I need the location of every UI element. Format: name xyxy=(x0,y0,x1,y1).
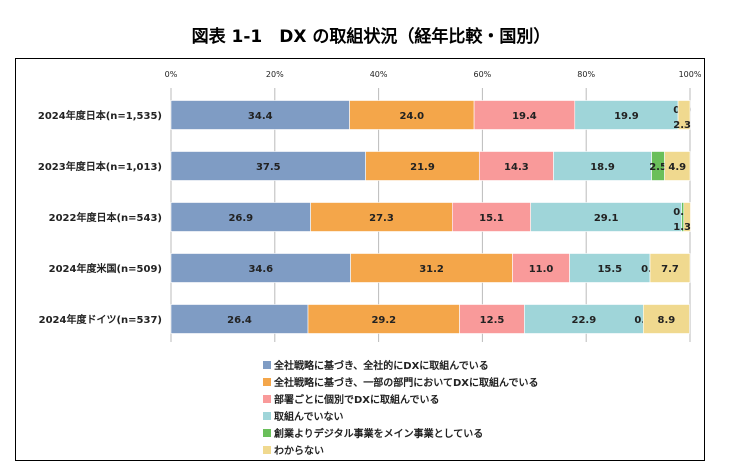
legend-swatch xyxy=(263,428,271,437)
category-label: 2022年度日本(n=543) xyxy=(49,211,162,224)
data-label: 11.0 xyxy=(529,264,554,275)
legend-swatch xyxy=(263,445,271,454)
bar-segment xyxy=(683,202,691,232)
data-label: 24.0 xyxy=(399,111,424,122)
bar-segment xyxy=(553,151,652,181)
legend-swatch xyxy=(263,377,271,386)
data-label: 15.1 xyxy=(479,213,504,224)
bar-segment xyxy=(349,100,475,130)
data-label: 19.4 xyxy=(512,111,537,122)
data-label: 34.4 xyxy=(248,111,273,122)
legend-swatch xyxy=(263,411,271,420)
bar-segment xyxy=(170,304,309,334)
data-label: 27.3 xyxy=(369,213,394,224)
legend-item: 全社戦略に基づき、全社的にDXに取組んでいる xyxy=(263,356,539,373)
data-label: 26.4 xyxy=(227,315,252,326)
legend-swatch xyxy=(263,360,271,369)
data-label: 18.9 xyxy=(590,162,615,173)
bar-segment xyxy=(478,151,554,181)
data-label: 8.9 xyxy=(658,315,676,326)
legend-item: わからない xyxy=(263,441,539,458)
bar-segment xyxy=(307,304,460,334)
data-label: 4.9 xyxy=(668,162,686,173)
bar-segment xyxy=(365,151,480,181)
x-tick-label: 80% xyxy=(577,70,595,79)
data-label: 29.2 xyxy=(371,315,396,326)
bar-segment xyxy=(512,253,570,283)
data-label: 22.9 xyxy=(572,315,597,326)
category-label: 2024年度米国(n=509) xyxy=(49,262,162,275)
bar-segment xyxy=(473,100,576,130)
bar-segment xyxy=(569,253,651,283)
data-label: 31.2 xyxy=(419,264,444,275)
data-label: 29.1 xyxy=(594,213,619,224)
bar-segment xyxy=(649,253,691,283)
legend-item: 取組んでいない xyxy=(263,407,539,424)
x-tick-label: 100% xyxy=(679,70,702,79)
bar-segment xyxy=(677,100,691,130)
category-label: 2023年度日本(n=1,013) xyxy=(38,160,162,173)
bar-segment xyxy=(530,202,682,232)
bar-segment xyxy=(451,202,531,232)
x-tick-label: 0% xyxy=(165,70,178,79)
data-label: 21.9 xyxy=(410,162,435,173)
x-tick-label: 40% xyxy=(370,70,388,79)
bar-segment xyxy=(170,202,311,232)
legend-label: わからない xyxy=(274,446,324,457)
bar-segment xyxy=(310,202,453,232)
legend-swatch xyxy=(263,394,271,403)
legend-item: 創業よりデジタル事業をメイン事業としている xyxy=(263,424,539,441)
bar-segment xyxy=(642,304,690,334)
bar-segment xyxy=(524,304,644,334)
chart-frame xyxy=(15,58,705,461)
data-label: 37.5 xyxy=(256,162,281,173)
bar-segment xyxy=(170,100,350,130)
data-label: 26.9 xyxy=(228,213,253,224)
data-label: 2.3 xyxy=(673,120,691,131)
legend: 全社戦略に基づき、全社的にDXに取組んでいる全社戦略に基づき、一部の部門において… xyxy=(263,356,539,458)
bar-segment xyxy=(170,253,351,283)
data-label: 7.7 xyxy=(661,264,679,275)
legend-label: 全社戦略に基づき、全社的にDXに取組んでいる xyxy=(274,361,489,372)
legend-label: 部署ごとに個別でDXに取組んでいる xyxy=(274,395,440,406)
bar-segment xyxy=(350,253,513,283)
bar-segment xyxy=(459,304,525,334)
data-label: 19.9 xyxy=(614,111,639,122)
data-label: 0.4 xyxy=(673,207,691,218)
legend-item: 全社戦略に基づき、一部の部門においてDXに取組んでいる xyxy=(263,373,539,390)
data-label: 12.5 xyxy=(480,315,505,326)
data-label: 1.3 xyxy=(673,222,691,233)
legend-label: 全社戦略に基づき、一部の部門においてDXに取組んでいる xyxy=(274,378,539,389)
x-tick-label: 20% xyxy=(266,70,284,79)
bar-segment xyxy=(574,100,679,130)
legend-label: 創業よりデジタル事業をメイン事業としている xyxy=(274,429,484,440)
x-tick-label: 60% xyxy=(474,70,492,79)
data-label: 14.3 xyxy=(504,162,529,173)
data-label: 2.5 xyxy=(649,162,667,173)
bar-segment xyxy=(664,151,691,181)
category-label: 2024年度ドイツ(n=537) xyxy=(39,313,162,326)
data-label: 34.6 xyxy=(248,264,273,275)
chart-title: 図表 1-1 DX の取組状況（経年比較・国別） xyxy=(191,27,551,47)
category-label: 2024年度日本(n=1,535) xyxy=(38,109,162,122)
legend-label: 取組んでいない xyxy=(274,412,344,423)
data-label: 15.5 xyxy=(597,264,622,275)
legend-item: 部署ごとに個別でDXに取組んでいる xyxy=(263,390,539,407)
